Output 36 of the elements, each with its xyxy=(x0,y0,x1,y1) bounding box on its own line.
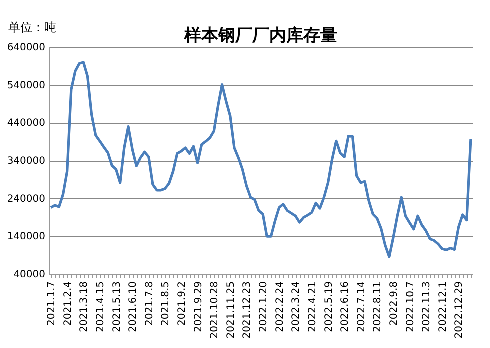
x-tick-label: 2022.12.29 xyxy=(454,282,466,339)
y-tick-label: 40000 xyxy=(14,270,46,280)
x-tick-label: 2021.11.25 xyxy=(226,282,237,339)
x-tick-label: 2021.2.4 xyxy=(62,282,74,326)
chart-title: 样本钢厂厂内库存量 xyxy=(184,26,338,46)
y-tick-label: 240000 xyxy=(7,194,46,205)
x-tick-label: 2022.10.7 xyxy=(405,282,416,332)
y-tick-label: 640000 xyxy=(7,42,46,54)
x-tick-label: 2022.11.3 xyxy=(422,282,433,332)
x-tick-label: 2021.9.29 xyxy=(193,282,204,332)
x-tick-label: 2021.10.28 xyxy=(210,282,221,339)
x-tick-label: 2021.7.8 xyxy=(144,282,156,326)
x-tick-label: 2021.6.10 xyxy=(128,282,140,332)
y-tick-label: 340000 xyxy=(7,156,46,167)
x-tick-label: 2021.1.7 xyxy=(46,282,58,326)
x-tick-label: 2022.2.24 xyxy=(274,282,286,332)
x-tick-label: 2021.4.15 xyxy=(95,282,106,332)
x-tick-label: 2021.8.5 xyxy=(160,282,172,326)
y-tick-label: 140000 xyxy=(7,232,46,243)
x-tick-label: 2022.6.16 xyxy=(340,282,352,332)
y-tick-label: 540000 xyxy=(7,80,46,92)
x-tick-label: 2022.7.14 xyxy=(356,282,368,332)
line-series xyxy=(50,61,472,258)
x-tick-label: 2022.4.21 xyxy=(307,282,318,332)
x-tick-label: 2021.3.18 xyxy=(79,282,90,332)
x-tick-label: 2022.9.8 xyxy=(389,282,400,326)
x-tick-label: 2021.9.2 xyxy=(177,282,188,326)
x-tick-label: 2022.3.24 xyxy=(291,282,302,332)
x-tick-label: 2022.8.11 xyxy=(372,282,384,332)
y-axis-title: 单位：吨 xyxy=(8,20,56,34)
x-tick-label: 2021.5.13 xyxy=(112,282,123,332)
x-tick-label: 2022.1.20 xyxy=(258,282,270,332)
x-tick-label: 2022.5.19 xyxy=(324,282,335,332)
x-tick-label: 2021.12.23 xyxy=(242,282,254,339)
x-tick-label: 2022.12.1 xyxy=(438,282,449,332)
y-tick-label: 440000 xyxy=(7,118,46,130)
